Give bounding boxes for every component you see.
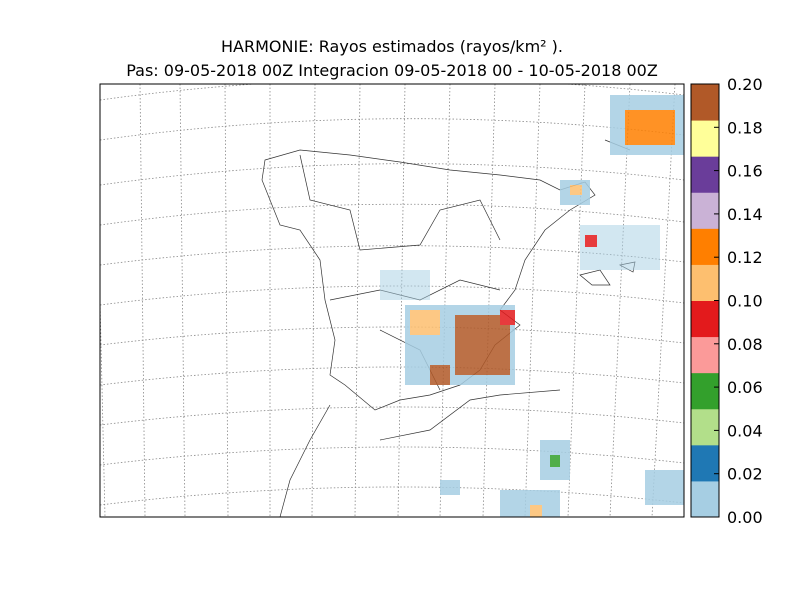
colorbar-tick-label: 0.12 <box>727 248 763 267</box>
map <box>99 83 685 518</box>
colorbar-segment <box>691 444 719 482</box>
map-title: HARMONIE: Rayos estimados (rayos/km² ). <box>221 37 563 56</box>
colorbar-tick-label: 0.20 <box>727 75 763 94</box>
lightning-field <box>380 95 684 517</box>
colorbar-tick-label: 0.04 <box>727 421 763 440</box>
colorbar-segment <box>691 264 719 301</box>
colorbar-tick-label: 0.00 <box>727 508 763 527</box>
colorbar-segment <box>691 228 719 265</box>
colorbar-segment <box>691 408 719 446</box>
colorbar-segment <box>691 192 719 229</box>
colorbar-tick-label: 0.10 <box>727 292 763 311</box>
colorbar-segment <box>691 300 719 338</box>
colorbar-segment <box>691 336 719 374</box>
map-graticule <box>100 84 684 517</box>
map-frame <box>99 83 685 518</box>
colorbar-tick-label: 0.18 <box>727 118 763 137</box>
colorbar-tick-label: 0.14 <box>727 205 763 224</box>
colorbar-tick-label: 0.02 <box>727 465 763 484</box>
colorbar-segment <box>691 156 719 193</box>
colorbar-segment <box>691 372 719 410</box>
colorbar-tick-label: 0.08 <box>727 335 763 354</box>
colorbar-tick-label: 0.06 <box>727 378 763 397</box>
colorbar: 0.00 0.02 0.04 0.06 0.08 0.10 0.12 0.14 0.16 0.18… <box>690 75 763 527</box>
colorbar-segment <box>691 84 719 121</box>
colorbar-tick-label: 0.16 <box>727 162 763 181</box>
colorbar-segment <box>691 480 719 518</box>
map-subtitle: Pas: 09-05-2018 00Z Integracion 09-05-20… <box>126 61 658 80</box>
colorbar-segment <box>691 120 719 157</box>
